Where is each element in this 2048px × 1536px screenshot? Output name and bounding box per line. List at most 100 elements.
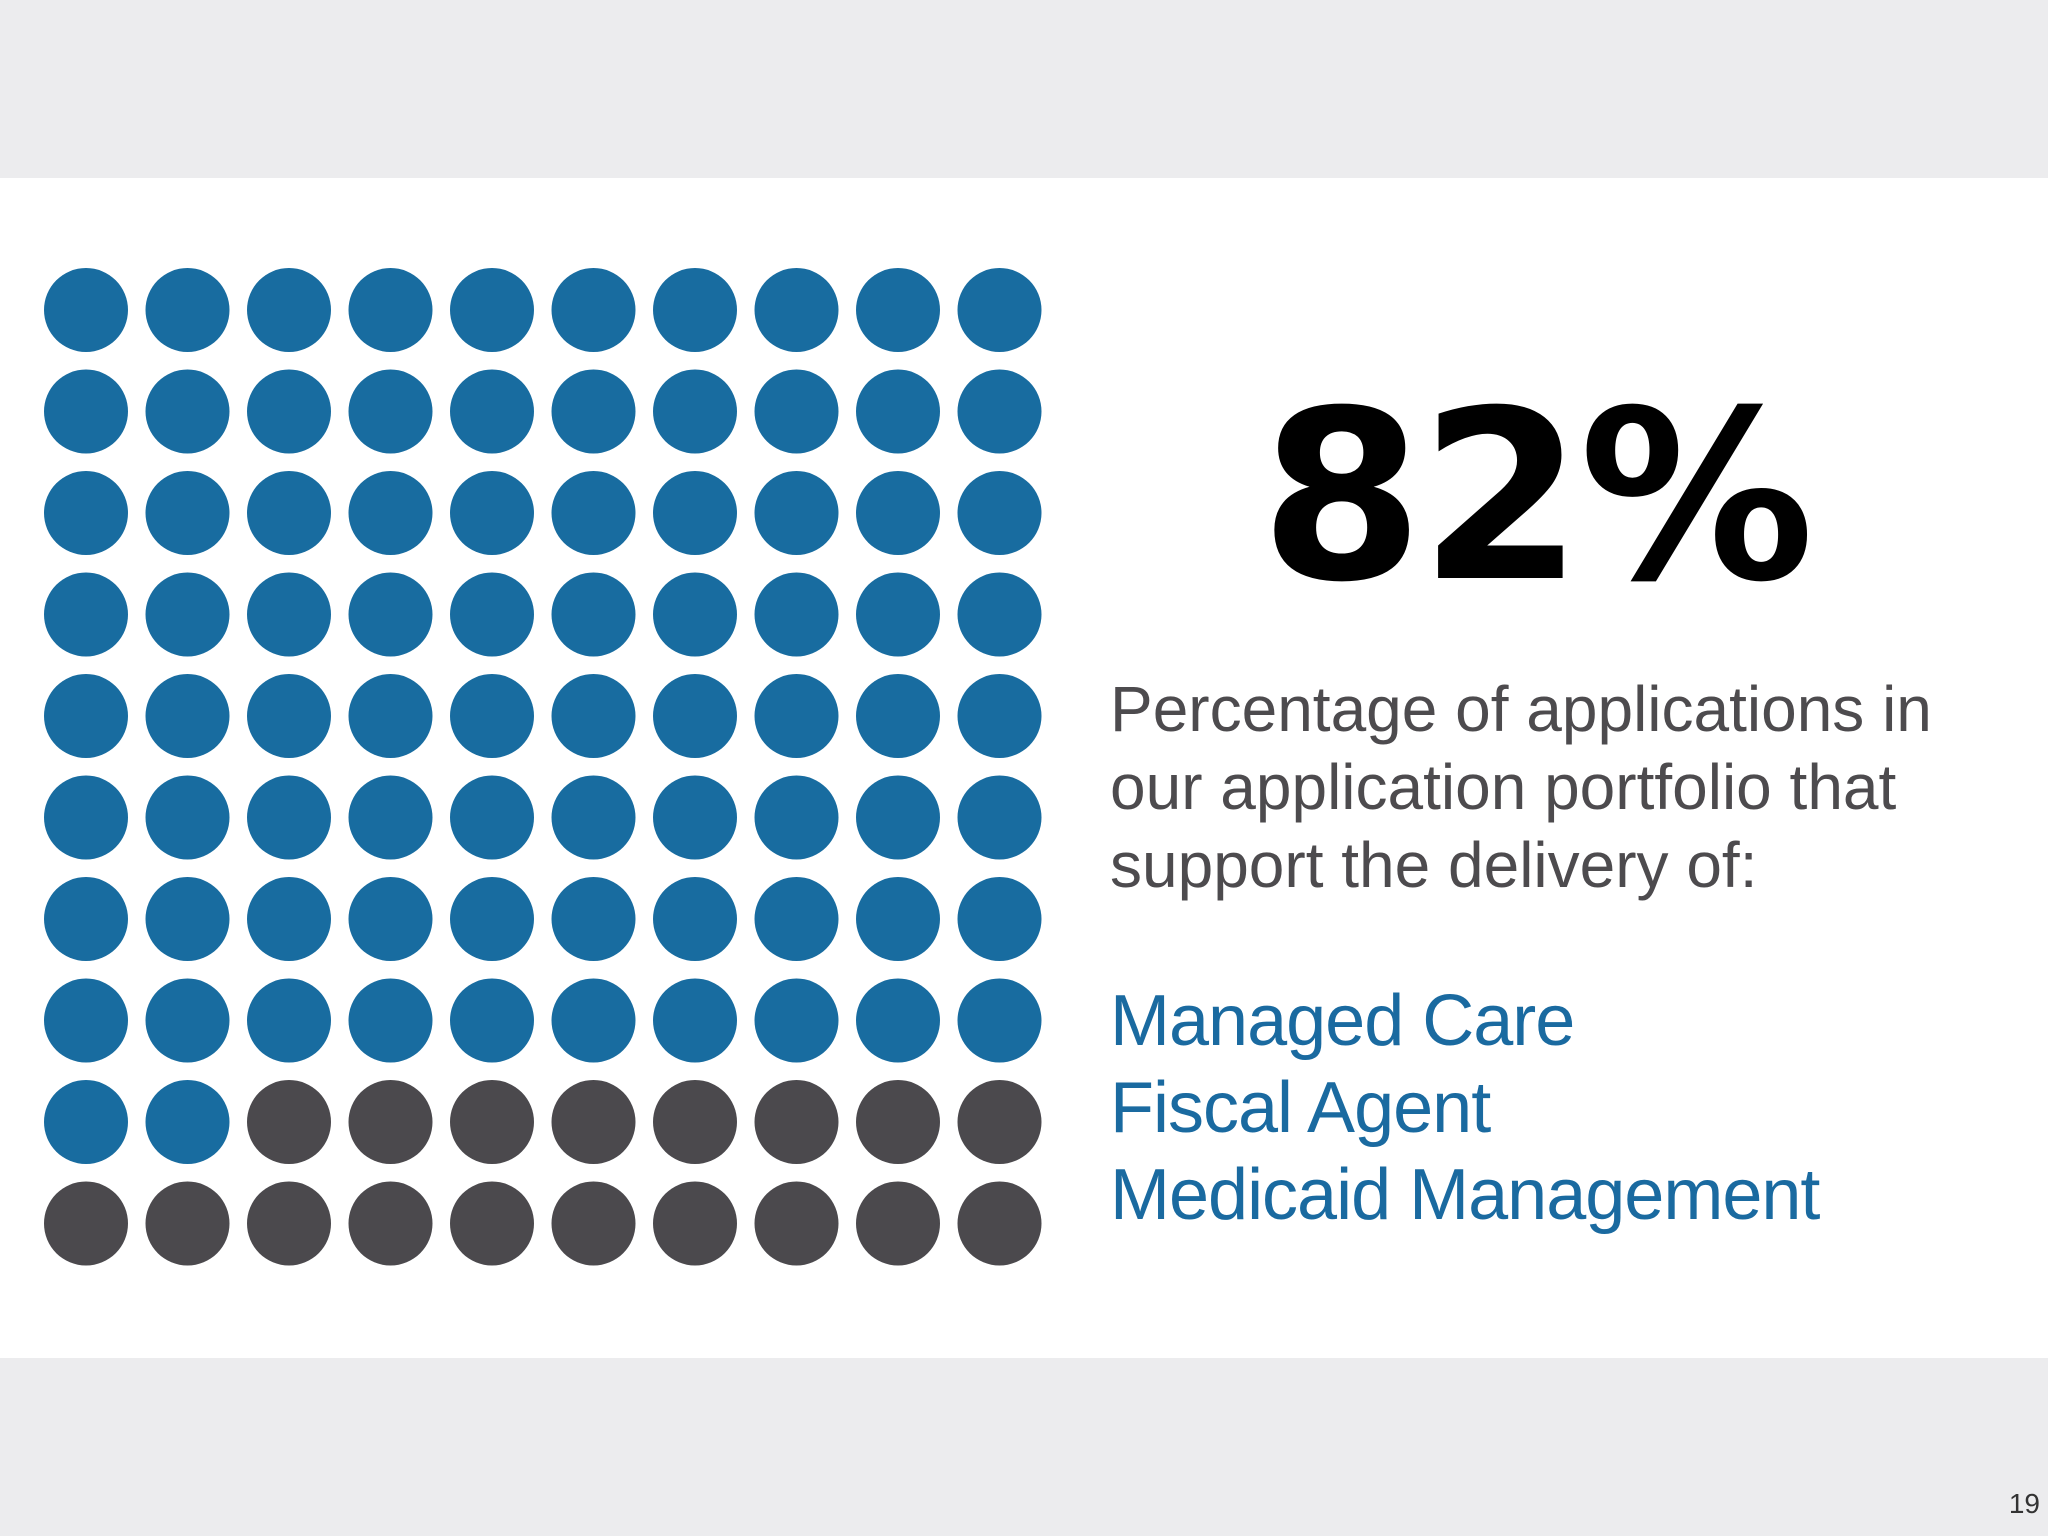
waffle-dot-filled: [754, 674, 839, 758]
waffle-dot-filled: [551, 674, 636, 758]
waffle-dot-filled: [551, 268, 636, 352]
waffle-dot-filled: [145, 1080, 230, 1164]
waffle-dot-filled: [247, 268, 331, 352]
waffle-dot-filled: [653, 674, 737, 758]
waffle-dot-empty: [754, 1181, 839, 1266]
waffle-dot-filled: [957, 369, 1042, 454]
waffle-dot-filled: [145, 775, 230, 860]
page-number: 19: [2008, 1488, 2040, 1519]
waffle-dot-filled: [247, 572, 331, 657]
waffle-dot-filled: [856, 572, 940, 657]
waffle-dot-filled: [754, 369, 839, 454]
waffle-dot-filled: [551, 572, 636, 657]
waffle-dot-filled: [754, 268, 839, 352]
waffle-dot-filled: [653, 572, 737, 657]
waffle-dot-filled: [856, 471, 940, 555]
waffle-dot-filled: [44, 775, 128, 860]
waffle-dot-filled: [754, 471, 839, 555]
waffle-dot-filled: [856, 978, 940, 1063]
waffle-dot-empty: [653, 1080, 737, 1164]
waffle-dot-empty: [551, 1181, 636, 1266]
waffle-dot-filled: [450, 268, 534, 352]
waffle-dot-filled: [957, 978, 1042, 1063]
waffle-dot-filled: [653, 471, 737, 555]
waffle-dot-filled: [856, 877, 940, 961]
category-item: Managed Care: [1110, 981, 1575, 1061]
waffle-dot-filled: [44, 268, 128, 352]
waffle-dot-filled: [957, 268, 1042, 352]
waffle-dot-filled: [450, 877, 534, 961]
waffle-dot-filled: [754, 775, 839, 860]
waffle-dot-filled: [551, 978, 636, 1063]
waffle-dot-empty: [145, 1181, 230, 1266]
waffle-dot-filled: [957, 471, 1042, 555]
waffle-dot-empty: [450, 1080, 534, 1164]
description-line: our application portfolio that: [1110, 751, 1897, 823]
waffle-dot-filled: [856, 369, 940, 454]
waffle-dot-empty: [856, 1080, 940, 1164]
waffle-dot-empty: [957, 1181, 1042, 1266]
waffle-dot-filled: [348, 674, 433, 758]
waffle-dot-filled: [957, 877, 1042, 961]
content-band: [0, 178, 2048, 1358]
waffle-dot-filled: [754, 572, 839, 657]
waffle-dot-filled: [450, 471, 534, 555]
waffle-dot-filled: [856, 674, 940, 758]
waffle-dot-filled: [551, 877, 636, 961]
waffle-dot-filled: [145, 674, 230, 758]
waffle-dot-empty: [348, 1080, 433, 1164]
waffle-dot-empty: [957, 1080, 1042, 1164]
waffle-dot-filled: [450, 572, 534, 657]
waffle-dot-filled: [145, 369, 230, 454]
stat-value: 82%: [1260, 361, 1815, 634]
category-list: Managed Care Fiscal Agent Medicaid Manag…: [1110, 978, 2010, 1239]
waffle-dot-filled: [551, 471, 636, 555]
waffle-chart: [44, 268, 1042, 1266]
waffle-dot-filled: [653, 978, 737, 1063]
waffle-dot-filled: [957, 674, 1042, 758]
waffle-dot-filled: [247, 471, 331, 555]
description-line: Percentage of applications in: [1110, 673, 1932, 745]
waffle-dot-filled: [450, 369, 534, 454]
waffle-dot-filled: [145, 268, 230, 352]
waffle-dot-empty: [653, 1181, 737, 1266]
waffle-dot-filled: [754, 978, 839, 1063]
waffle-dot-filled: [44, 572, 128, 657]
waffle-dot-empty: [348, 1181, 433, 1266]
waffle-dot-filled: [653, 268, 737, 352]
waffle-dot-filled: [247, 775, 331, 860]
waffle-dot-filled: [44, 1080, 128, 1164]
category-item: Fiscal Agent: [1110, 1068, 1491, 1148]
waffle-dot-filled: [44, 369, 128, 454]
category-item: Medicaid Management: [1110, 1155, 1820, 1235]
waffle-dot-empty: [551, 1080, 636, 1164]
waffle-dot-empty: [247, 1080, 331, 1164]
waffle-dot-filled: [754, 877, 839, 961]
waffle-dot-empty: [247, 1181, 331, 1266]
waffle-dot-filled: [450, 674, 534, 758]
waffle-dot-filled: [44, 471, 128, 555]
waffle-dot-filled: [348, 471, 433, 555]
waffle-dot-filled: [856, 775, 940, 860]
waffle-dot-filled: [653, 877, 737, 961]
waffle-dot-filled: [44, 978, 128, 1063]
waffle-dot-filled: [348, 978, 433, 1063]
waffle-dot-filled: [957, 775, 1042, 860]
waffle-dot-filled: [348, 775, 433, 860]
waffle-dot-filled: [348, 572, 433, 657]
waffle-dot-filled: [145, 471, 230, 555]
waffle-dot-empty: [856, 1181, 940, 1266]
waffle-dot-filled: [145, 978, 230, 1063]
waffle-dot-filled: [247, 369, 331, 454]
waffle-dot-filled: [348, 268, 433, 352]
description-line: support the delivery of:: [1110, 829, 1758, 901]
waffle-dot-empty: [450, 1181, 534, 1266]
waffle-dot-filled: [856, 268, 940, 352]
waffle-dot-filled: [348, 369, 433, 454]
waffle-dot-filled: [551, 369, 636, 454]
description: Percentage of applications in our applic…: [1110, 670, 2010, 904]
waffle-dot-filled: [957, 572, 1042, 657]
waffle-dot-filled: [450, 978, 534, 1063]
waffle-dot-filled: [247, 877, 331, 961]
waffle-dot-filled: [44, 877, 128, 961]
